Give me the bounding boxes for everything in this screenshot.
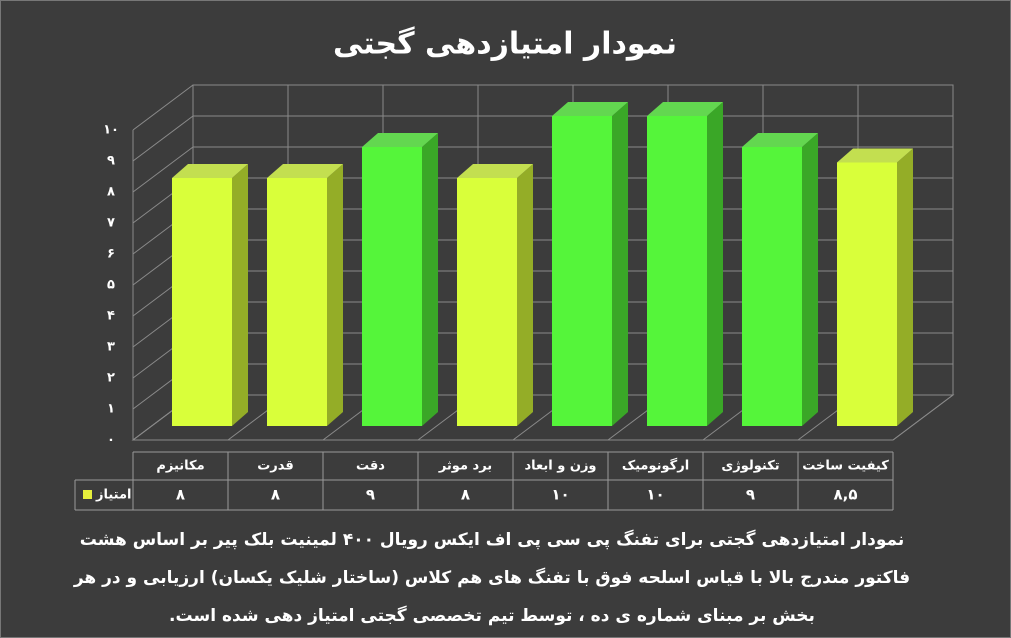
legend-swatch	[83, 490, 92, 499]
y-tick-label: ۹	[107, 154, 115, 169]
bar-top	[267, 164, 343, 178]
bar-top	[457, 164, 533, 178]
bar-side	[897, 148, 913, 426]
value-label: ۸	[461, 486, 470, 504]
bar-side	[517, 164, 533, 426]
x-tick-label: تکنولوژی	[721, 459, 779, 474]
y-tick-label: ۰	[107, 433, 115, 448]
x-tick-label: دقت	[356, 459, 385, 474]
x-tick-label: مکانیزم	[156, 459, 204, 474]
bar	[837, 162, 897, 426]
bar-side	[422, 133, 438, 426]
y-tick-label: ۲	[107, 371, 115, 386]
y-tick-label: ۵	[107, 278, 115, 293]
grid-line	[132, 115, 194, 162]
y-tick-label: ۸	[107, 185, 115, 200]
y-tick-label: ۱	[107, 402, 115, 417]
bar	[457, 178, 517, 426]
y-tick-label: ۳	[107, 340, 115, 355]
caption-line: بخش بر مبنای شماره ی ده ، توسط تیم تخصصی…	[169, 605, 815, 626]
y-tick-label: ۴	[107, 309, 115, 324]
bar-top	[742, 133, 818, 147]
value-label: ۱۰	[551, 486, 569, 504]
value-label: ۹	[746, 486, 755, 504]
y-tick-label: ۶	[107, 247, 115, 262]
bar-top	[837, 148, 913, 163]
grid-line	[132, 84, 194, 131]
bar	[552, 116, 612, 426]
x-tick-label: برد موثر	[438, 459, 492, 474]
bar	[267, 178, 327, 426]
bar-side	[232, 164, 248, 426]
bar-top	[172, 164, 248, 178]
bar	[647, 116, 707, 426]
bar-side	[612, 102, 628, 426]
value-label: ۱۰	[646, 486, 664, 504]
caption-line: نمودار امتیازدهی گجتی برای تفنگ پی سی پی…	[80, 529, 905, 550]
x-tick-label: وزن و ابعاد	[524, 459, 596, 474]
caption-line: فاکتور مندرج بالا با قیاس اسلحه فوق با ت…	[73, 567, 910, 588]
bar	[742, 147, 802, 426]
bar-side	[707, 102, 723, 426]
value-label: ۸,۵	[833, 486, 857, 504]
y-tick-label: ۱۰	[103, 123, 119, 138]
bar-top	[362, 133, 438, 147]
value-label: ۸	[176, 486, 185, 504]
value-label: ۸	[271, 486, 280, 504]
floor-line	[892, 394, 954, 441]
value-label: ۹	[366, 486, 375, 504]
x-tick-label: کیفیت ساخت	[802, 459, 889, 474]
y-tick-label: ۷	[107, 216, 115, 231]
bar	[172, 178, 232, 426]
bar-side	[327, 164, 343, 426]
chart-title: نمودار امتیازدهی گجتی	[333, 26, 677, 62]
x-tick-label: قدرت	[257, 459, 294, 474]
bar	[362, 147, 422, 426]
x-tick-label: ارگونومیک	[622, 458, 689, 474]
bar-side	[802, 133, 818, 426]
legend-label: امتیاز	[95, 488, 131, 503]
grid-line	[132, 146, 194, 193]
bar-top	[552, 102, 628, 116]
bar-top	[647, 102, 723, 116]
